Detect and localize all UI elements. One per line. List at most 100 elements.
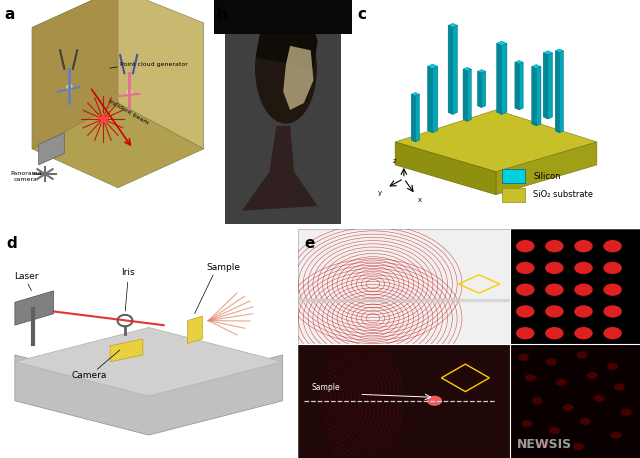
Polygon shape [536,67,541,126]
Circle shape [516,284,534,296]
Circle shape [532,397,543,404]
Polygon shape [515,62,519,110]
Polygon shape [396,110,596,172]
Circle shape [522,420,532,427]
Polygon shape [453,25,458,114]
Text: y: y [378,190,382,196]
Text: d: d [6,236,17,251]
Text: NEWSIS: NEWSIS [516,438,572,451]
Circle shape [593,395,604,402]
Polygon shape [428,64,438,69]
Circle shape [516,262,534,274]
Bar [502,169,525,183]
Polygon shape [497,44,502,114]
Polygon shape [188,316,202,344]
Circle shape [574,284,593,296]
Circle shape [545,240,564,252]
Polygon shape [502,44,507,114]
Polygon shape [415,94,419,142]
Polygon shape [242,126,317,211]
Circle shape [545,327,564,339]
Circle shape [516,305,534,318]
Polygon shape [38,133,64,165]
Polygon shape [497,41,507,46]
Polygon shape [467,69,471,121]
Circle shape [545,262,564,274]
Polygon shape [543,53,548,119]
Circle shape [545,305,564,318]
Circle shape [604,327,622,339]
Polygon shape [110,339,143,362]
Circle shape [580,418,591,425]
Circle shape [427,396,442,406]
Text: Silicon: Silicon [534,172,561,181]
Text: Camera: Camera [72,371,107,380]
Text: Panorama
camera: Panorama camera [10,171,42,182]
Text: c: c [358,7,367,22]
Text: Point cloud generator: Point cloud generator [120,62,188,66]
Polygon shape [15,355,283,435]
Polygon shape [32,103,204,188]
Text: e: e [305,236,315,251]
Circle shape [604,284,622,296]
Polygon shape [532,67,536,126]
Text: Laser: Laser [15,273,39,281]
Polygon shape [448,25,453,114]
Polygon shape [477,70,486,73]
Circle shape [525,374,536,382]
Polygon shape [15,291,54,325]
Polygon shape [559,51,563,133]
Polygon shape [214,0,352,34]
Circle shape [516,240,534,252]
Circle shape [574,305,593,318]
Bar [298,344,510,458]
Polygon shape [556,49,563,53]
Text: Sample: Sample [206,263,240,272]
Circle shape [621,409,632,416]
Circle shape [516,327,534,339]
Ellipse shape [255,14,317,124]
Circle shape [576,351,588,359]
Polygon shape [482,71,486,108]
Circle shape [518,354,529,361]
Circle shape [563,404,573,411]
Polygon shape [477,71,482,108]
Circle shape [545,358,556,365]
Bar [298,229,510,344]
Circle shape [607,363,618,370]
Polygon shape [556,51,559,133]
Polygon shape [463,67,471,71]
Circle shape [556,379,567,386]
Bar [502,188,525,202]
Polygon shape [463,69,467,121]
Polygon shape [433,66,438,133]
Text: z: z [392,158,396,164]
Circle shape [604,305,622,318]
Text: Sample: Sample [311,382,340,392]
Polygon shape [32,0,204,149]
Polygon shape [15,327,283,396]
Circle shape [604,240,622,252]
Circle shape [549,427,560,434]
Polygon shape [515,60,523,64]
Circle shape [545,284,564,296]
Bar [510,229,640,344]
Polygon shape [412,94,415,142]
Bar [225,5,341,224]
Polygon shape [496,142,596,195]
Polygon shape [543,51,552,55]
Circle shape [614,383,625,391]
Polygon shape [396,142,496,195]
Circle shape [573,443,584,450]
Polygon shape [283,46,314,110]
Polygon shape [448,23,458,27]
Text: x: x [419,196,422,202]
Text: b: b [217,7,228,22]
Polygon shape [548,53,552,119]
Text: SiO₂ substrate: SiO₂ substrate [534,190,593,199]
Circle shape [539,441,550,448]
Polygon shape [428,66,433,133]
Circle shape [574,327,593,339]
Text: a: a [4,7,15,22]
Polygon shape [412,93,419,96]
